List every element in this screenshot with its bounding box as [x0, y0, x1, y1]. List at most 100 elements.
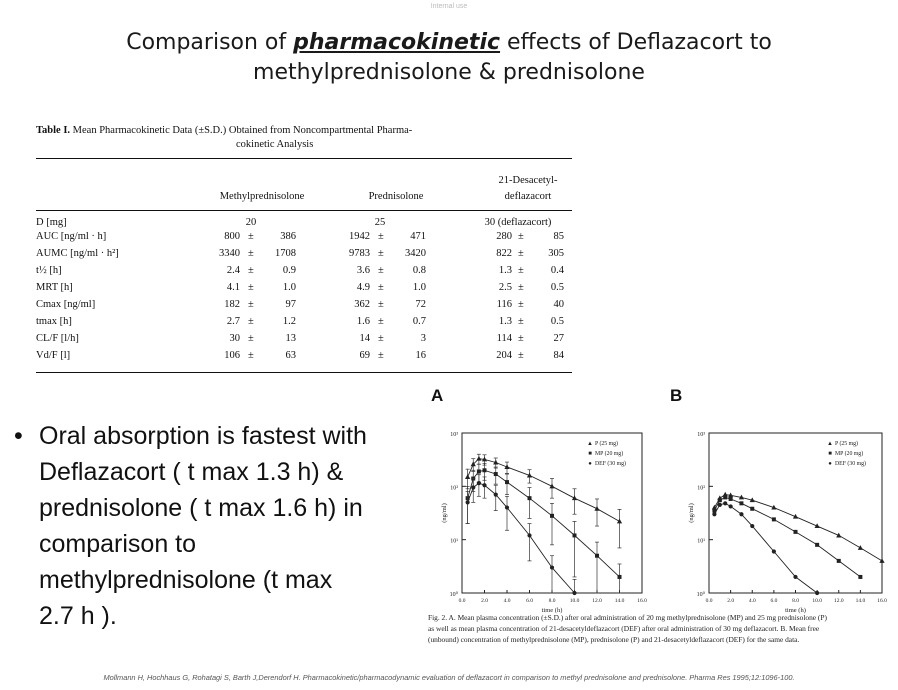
- data-point-mp: [717, 498, 722, 503]
- data-point-p: [504, 464, 510, 470]
- data-point-def: [471, 485, 476, 490]
- row-label: AUMC [ng/ml · h²]: [36, 248, 119, 259]
- y-tick-label: 10⁰: [450, 591, 459, 598]
- mp-mean: 182: [224, 299, 240, 310]
- data-point-p: [470, 461, 476, 467]
- data-point-mp: [712, 508, 717, 513]
- x-tick-label: 6.0: [770, 598, 777, 604]
- legend-marker: ■: [588, 451, 592, 457]
- data-point-def: [723, 501, 728, 506]
- data-point-mp: [723, 495, 728, 500]
- y-tick-label: 10²: [697, 485, 705, 491]
- data-point-p: [549, 483, 555, 489]
- data-point-def: [476, 480, 481, 486]
- def-mean: 204: [496, 350, 512, 361]
- def-sd: 27: [553, 333, 565, 344]
- data-point-mp: [728, 496, 733, 501]
- y-tick-label: 10³: [697, 432, 705, 438]
- data-point-p: [879, 558, 885, 563]
- table-bottom-rule: [36, 372, 572, 373]
- legend-label: P (25 mg): [595, 440, 618, 447]
- data-point-p: [771, 504, 777, 510]
- x-tick-label: 2.0: [481, 598, 488, 604]
- table-row: t½ [h] 2.4 ±0.9 3.6 ±0.8 1.3 ±0.4: [36, 264, 572, 278]
- data-point-def: [549, 565, 555, 570]
- figure-caption-line: Fig. 2. A. Mean plasma concentration (±S…: [428, 613, 827, 622]
- p-mean: 1942: [349, 231, 370, 242]
- table-row: Vd/F [l] 106 ±63 69 ±16 204 ±84: [36, 349, 572, 363]
- bullet-line: Deflazacort ( t max 1.3 h) &: [39, 458, 344, 486]
- bullet-line: 2.7 h ).: [39, 602, 117, 630]
- y-tick-label: 10³: [450, 432, 458, 438]
- p-sd: 471: [410, 231, 426, 242]
- x-tick-label: 12.0: [592, 598, 602, 604]
- x-tick-label: 14.0: [615, 598, 625, 604]
- plus-minus: ±: [378, 231, 384, 242]
- def-sd: 84: [553, 350, 565, 361]
- def-sd: 85: [553, 231, 565, 242]
- x-tick-label: 6.0: [526, 598, 533, 604]
- data-point-mp: [505, 480, 509, 485]
- plus-minus: ±: [378, 282, 384, 293]
- data-point-mp: [771, 517, 776, 522]
- plus-minus: ±: [248, 350, 254, 361]
- data-point-p: [857, 545, 863, 550]
- data-point-p: [594, 505, 600, 511]
- table-header-mp: Methylprednisolone: [219, 191, 305, 202]
- table-caption-line2: cokinetic Analysis: [236, 139, 314, 150]
- data-point-mp: [595, 553, 599, 558]
- data-point-mp: [482, 468, 487, 473]
- data-point-def: [504, 505, 510, 510]
- plus-minus: ±: [518, 299, 524, 310]
- p-mean: 69: [359, 350, 371, 361]
- plus-minus: ±: [518, 231, 524, 242]
- p-mean: 14: [359, 333, 371, 344]
- row-label: t½ [h]: [36, 265, 62, 276]
- table-row: Cmax [ng/ml] 182 ±97 362 ±72 116 ±40: [36, 298, 572, 312]
- x-tick-label: 0.0: [706, 598, 713, 604]
- plus-minus: ±: [378, 248, 384, 259]
- dose-p: 25: [374, 217, 386, 228]
- legend-marker: ▲: [827, 441, 833, 447]
- table-header-def-2: deflazacort: [504, 191, 552, 202]
- data-point-mp: [793, 529, 798, 534]
- mp-sd: 63: [285, 350, 297, 361]
- mp-sd: 1708: [275, 248, 296, 259]
- y-tick-label: 10²: [450, 485, 458, 491]
- data-point-def: [493, 492, 498, 497]
- x-axis-label: time (h): [542, 607, 563, 614]
- data-point-def: [815, 590, 820, 596]
- p-mean: 3.6: [356, 265, 370, 276]
- data-point-p: [616, 518, 623, 524]
- row-label: CL/F [l/h]: [36, 333, 79, 344]
- data-point-mp: [858, 574, 863, 579]
- def-mean: 114: [496, 333, 512, 344]
- dose-def: 30 (deflazacort): [484, 217, 552, 228]
- panel-b-label: B: [670, 386, 683, 405]
- plus-minus: ±: [248, 231, 254, 242]
- row-label: tmax [h]: [36, 316, 72, 327]
- series-line-circle: [467, 482, 575, 594]
- mp-mean: 800: [224, 231, 240, 242]
- legend-marker: ●: [828, 461, 832, 467]
- classification-mark: Internal use: [430, 3, 468, 10]
- plus-minus: ±: [518, 248, 524, 259]
- def-mean: 280: [496, 231, 512, 242]
- row-label: AUC [ng/ml · h]: [36, 231, 107, 242]
- y-axis-label: (ng/ml): [688, 503, 695, 523]
- table-row: MRT [h] 4.1 ±1.0 4.9 ±1.0 2.5 ±0.5: [36, 281, 572, 295]
- bullet-dot: •: [14, 422, 23, 450]
- table-row: AUMC [ng/ml · h²] 3340 ±1708 9783 ±3420 822 ±3…: [36, 247, 572, 261]
- x-tick-label: 16.0: [877, 598, 887, 604]
- data-point-def: [750, 523, 755, 529]
- panel-a-label: A: [431, 386, 444, 405]
- data-point-p: [481, 456, 488, 462]
- y-tick-label: 10¹: [450, 539, 458, 545]
- table-header-p: Prednisolone: [368, 191, 424, 202]
- x-tick-label: 2.0: [727, 598, 734, 604]
- mp-mean: 2.4: [226, 265, 240, 276]
- plus-minus: ±: [248, 248, 254, 259]
- def-mean: 2.5: [498, 282, 512, 293]
- y-tick-label: 10¹: [697, 539, 705, 545]
- mp-mean: 3340: [219, 248, 240, 259]
